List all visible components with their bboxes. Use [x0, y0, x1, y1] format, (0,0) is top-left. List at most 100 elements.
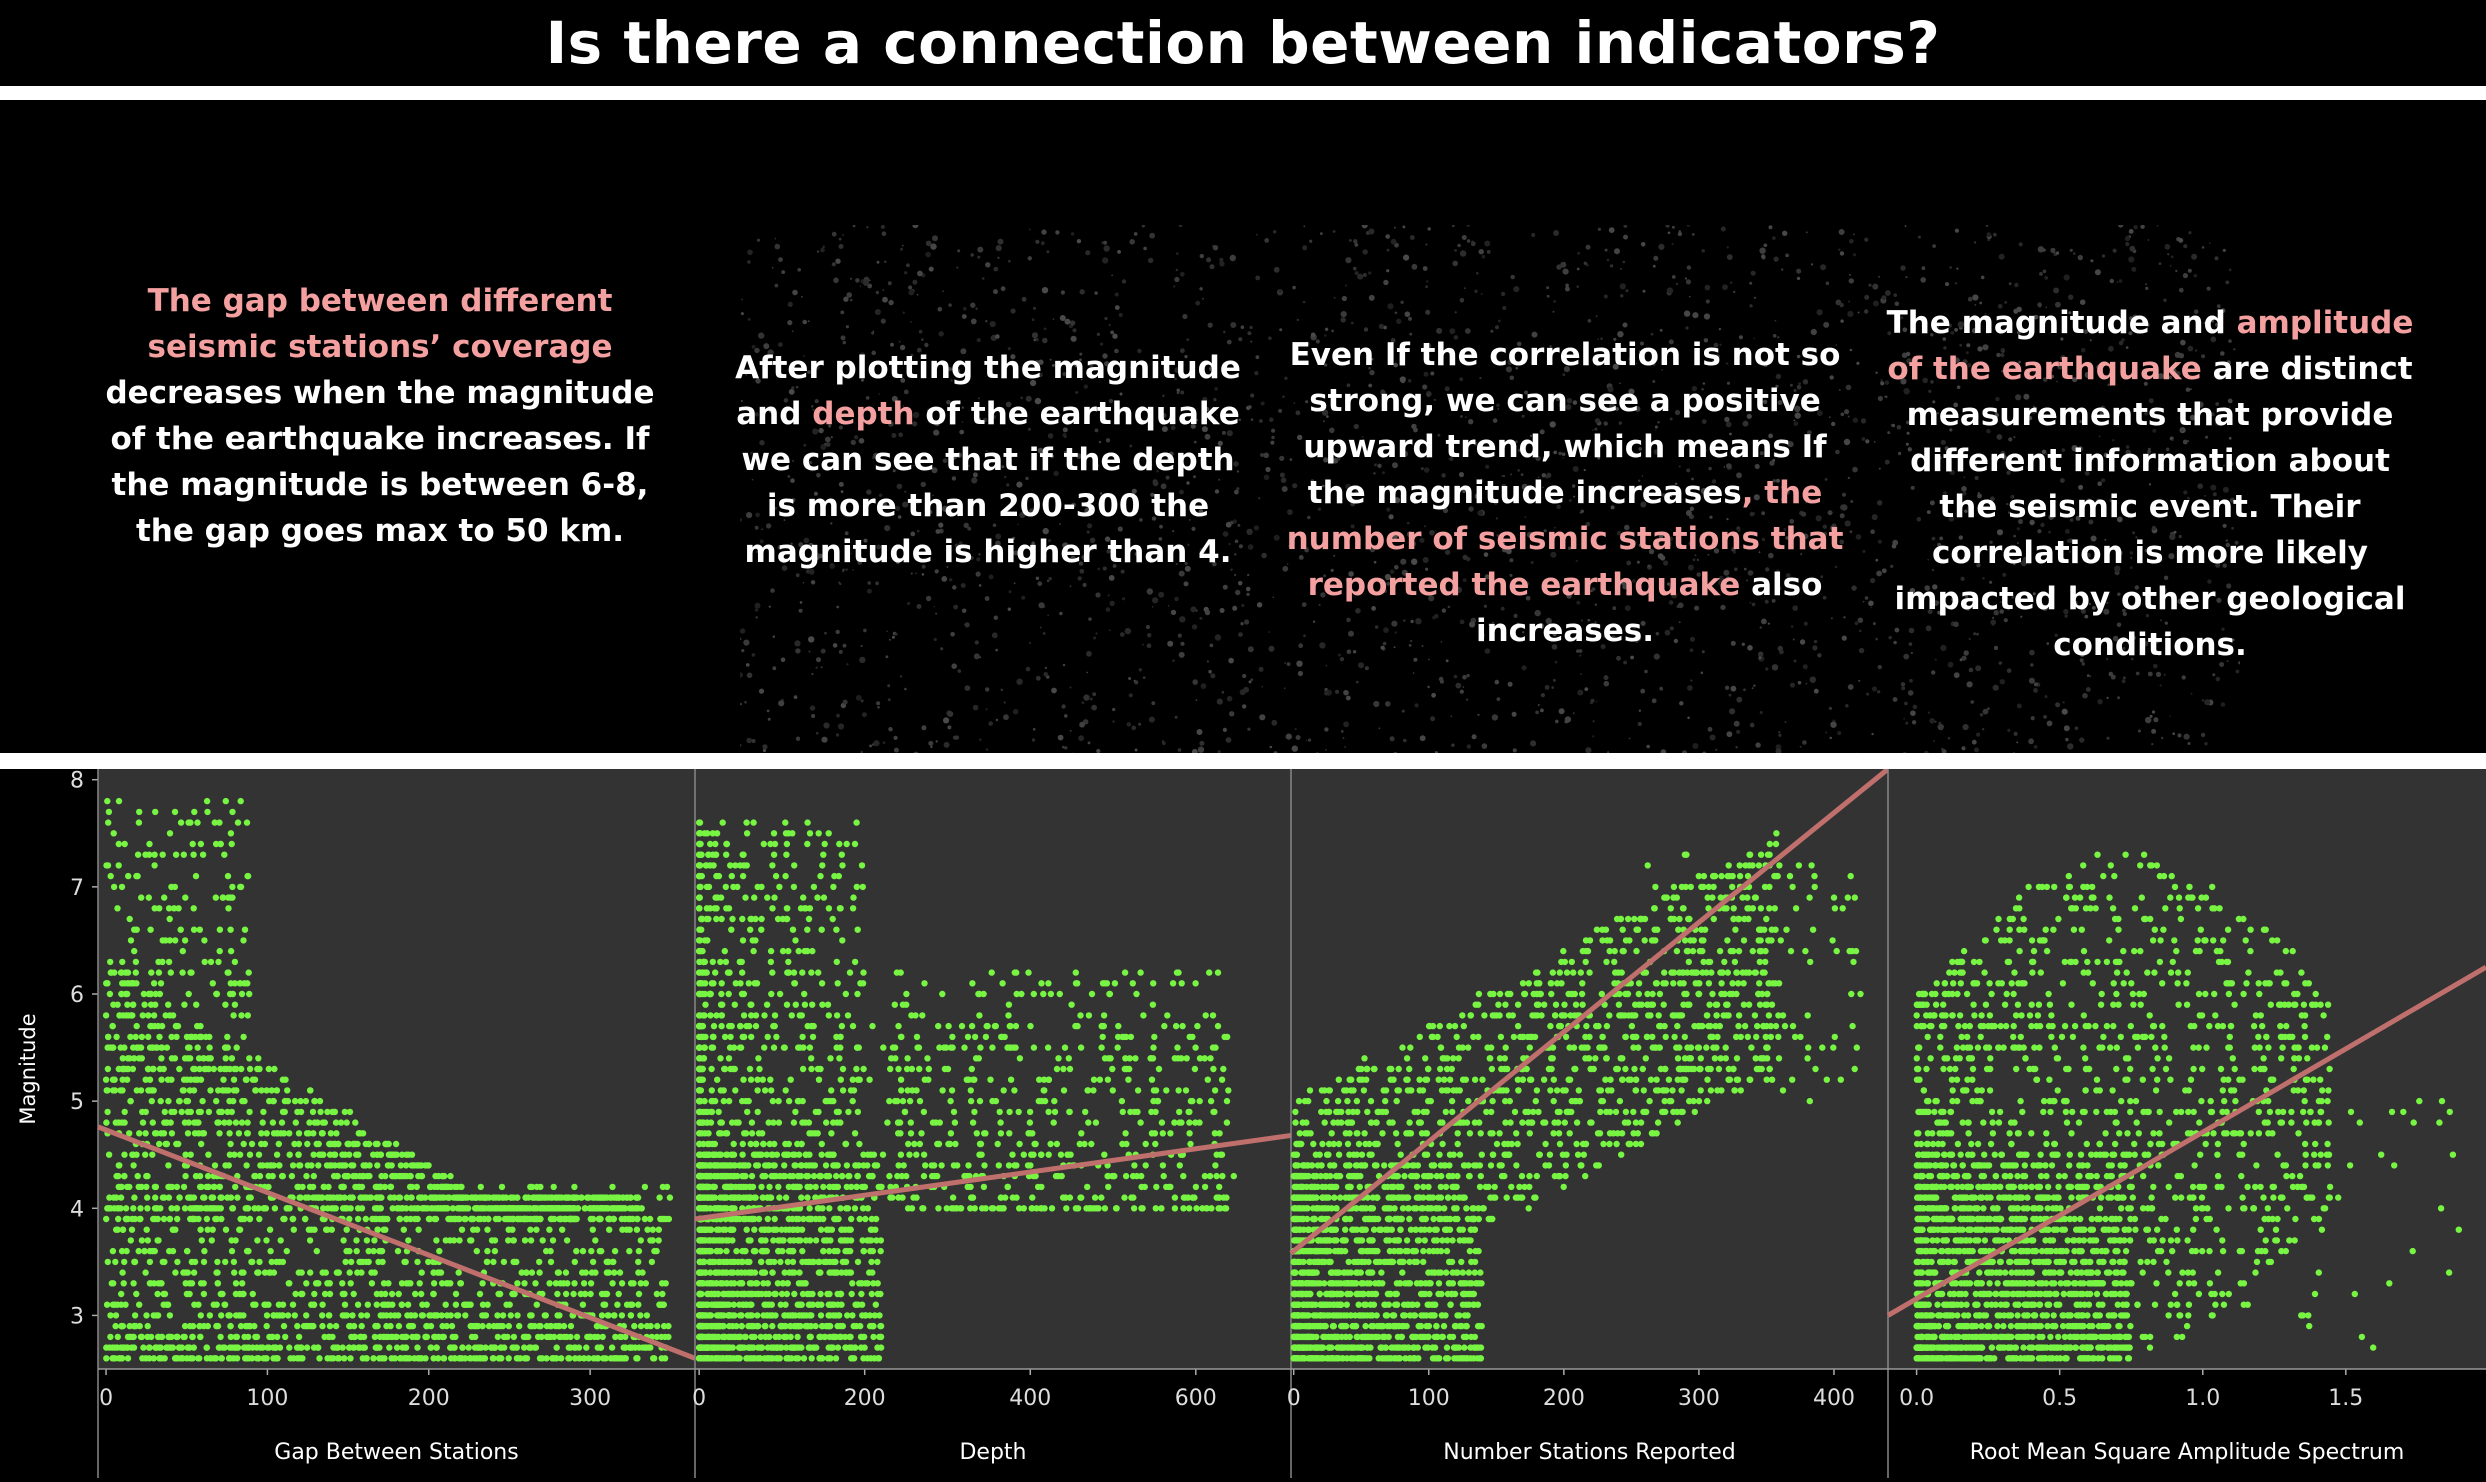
- data-point: [1040, 991, 1046, 997]
- data-point: [760, 1194, 766, 1200]
- data-point: [195, 1216, 201, 1222]
- data-point: [712, 969, 718, 975]
- data-point: [210, 980, 216, 986]
- data-point: [895, 1119, 901, 1125]
- data-point: [261, 1205, 267, 1211]
- data-point: [808, 969, 814, 975]
- data-point: [319, 1302, 325, 1308]
- data-point: [136, 1130, 142, 1136]
- data-point: [932, 1173, 938, 1179]
- data-point: [532, 1280, 538, 1286]
- data-point: [228, 1237, 234, 1243]
- data-point: [820, 1248, 826, 1254]
- data-point: [541, 1205, 547, 1211]
- data-point: [747, 927, 753, 933]
- data-point: [757, 1152, 763, 1158]
- data-point: [340, 1237, 346, 1243]
- data-point: [989, 969, 995, 975]
- data-point: [167, 1312, 173, 1318]
- data-point: [139, 1034, 145, 1040]
- data-point: [494, 1323, 500, 1329]
- data-point: [1212, 1130, 1218, 1136]
- data-point: [771, 1044, 777, 1050]
- data-point: [145, 1323, 151, 1329]
- data-point: [611, 1216, 617, 1222]
- data-point: [558, 1355, 564, 1361]
- data-point: [775, 1184, 781, 1190]
- data-point: [548, 1259, 554, 1265]
- data-point: [870, 1334, 876, 1340]
- data-point: [897, 1130, 903, 1136]
- data-point: [571, 1184, 577, 1190]
- data-point: [180, 1087, 186, 1093]
- data-point: [808, 1259, 814, 1265]
- data-point: [264, 1312, 270, 1318]
- data-point: [271, 1066, 277, 1072]
- data-point: [707, 1012, 713, 1018]
- data-point: [222, 1259, 228, 1265]
- data-point: [240, 1291, 246, 1297]
- data-point: [107, 1044, 113, 1050]
- data-point: [576, 1344, 582, 1350]
- data-point: [150, 1119, 156, 1125]
- data-point: [898, 1034, 904, 1040]
- data-point: [811, 1173, 817, 1179]
- data-point: [240, 1034, 246, 1040]
- data-point: [1202, 1055, 1208, 1061]
- data-point: [1006, 1162, 1012, 1168]
- data-point: [215, 959, 221, 965]
- data-point: [482, 1205, 488, 1211]
- data-point: [949, 1087, 955, 1093]
- data-point: [723, 852, 729, 858]
- data-point: [164, 1344, 170, 1350]
- data-point: [239, 1280, 245, 1286]
- data-point: [506, 1323, 512, 1329]
- data-point: [1074, 980, 1080, 986]
- data-point: [1170, 980, 1176, 986]
- data-point: [244, 873, 250, 879]
- data-point: [837, 905, 843, 911]
- data-point: [342, 1259, 348, 1265]
- data-point: [122, 841, 128, 847]
- data-point: [716, 873, 722, 879]
- x-axis-label: Gap Between Stations: [274, 1440, 518, 1465]
- data-point: [747, 1237, 753, 1243]
- data-point: [998, 1034, 1004, 1040]
- data-point: [775, 1237, 781, 1243]
- data-point: [697, 1055, 703, 1061]
- data-point: [748, 1012, 754, 1018]
- data-point: [231, 1087, 237, 1093]
- data-point: [1086, 1012, 1092, 1018]
- data-point: [554, 1344, 560, 1350]
- data-point: [796, 948, 802, 954]
- data-point: [110, 1355, 116, 1361]
- data-point: [870, 1248, 876, 1254]
- data-point: [233, 1066, 239, 1072]
- data-point: [303, 1098, 309, 1104]
- data-point: [765, 1034, 771, 1040]
- data-point: [302, 1216, 308, 1222]
- data-point: [635, 1259, 641, 1265]
- data-point: [740, 1141, 746, 1147]
- data-point: [739, 916, 745, 922]
- data-point: [570, 1216, 576, 1222]
- data-point: [195, 1044, 201, 1050]
- data-point: [831, 1334, 837, 1340]
- data-point: [817, 1291, 823, 1297]
- data-point: [905, 1087, 911, 1093]
- data-point: [636, 1291, 642, 1297]
- data-point: [1161, 1173, 1167, 1179]
- data-point: [290, 1302, 296, 1308]
- data-point: [755, 884, 761, 890]
- data-point: [310, 1323, 316, 1329]
- data-point: [572, 1355, 578, 1361]
- data-point: [174, 1334, 180, 1340]
- data-point: [1212, 1044, 1218, 1050]
- data-point: [1122, 1066, 1128, 1072]
- data-point: [166, 959, 172, 965]
- data-point: [260, 1109, 266, 1115]
- data-point: [136, 809, 142, 815]
- data-point: [830, 916, 836, 922]
- data-point: [297, 1162, 303, 1168]
